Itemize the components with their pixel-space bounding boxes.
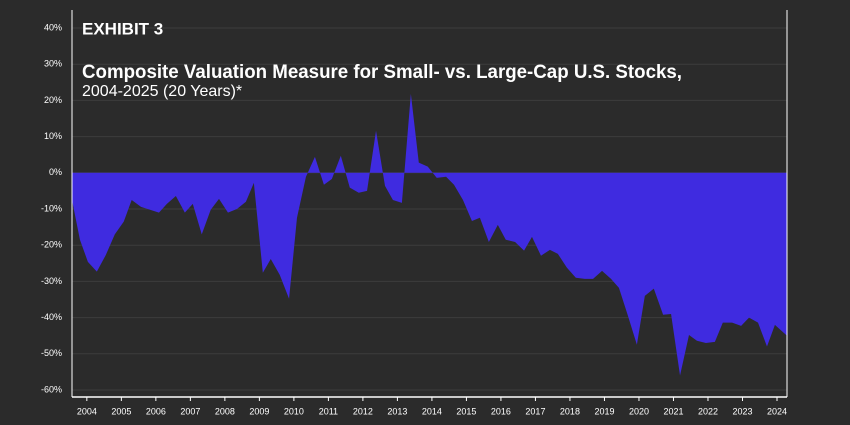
y-tick-label: 30% [44,59,62,69]
y-tick-label: 10% [44,131,62,141]
y-tick-label: 0% [49,167,62,177]
y-tick-label: 40% [44,22,62,32]
x-tick-label: 2022 [698,406,718,416]
x-tick-label: 2011 [319,406,338,416]
x-tick-label: 2021 [663,406,683,416]
x-tick-label: 2013 [387,406,407,416]
x-tick-label: 2024 [767,406,787,416]
x-tick-label: 2015 [456,406,476,416]
x-tick-label: 2016 [491,406,511,416]
x-tick-label: 2017 [525,406,545,416]
x-tick-label: 2010 [284,406,304,416]
x-tick-label: 2023 [732,406,752,416]
y-tick-label: -40% [41,312,62,322]
x-tick-label: 2019 [594,406,614,416]
y-tick-label: -30% [41,276,62,286]
x-tick-label: 2006 [146,406,166,416]
y-tick-label: -60% [41,384,62,394]
x-tick-label: 2020 [629,406,649,416]
x-tick-label: 2009 [249,406,269,416]
x-tick-label: 2007 [180,406,200,416]
y-tick-label: -10% [41,203,62,213]
y-tick-label: -20% [41,240,62,250]
plot-area: -60% -50% -40% -30% -20% -10% 0% 10% 20% 30% 40% 20… [41,10,788,416]
exhibit-label: EXHIBIT 3 [82,19,163,38]
chart-title: Composite Valuation Measure for Small- v… [82,62,682,83]
y-tick-label: -50% [41,348,62,358]
x-tick-label: 2005 [111,406,131,416]
chart-subtitle: 2004-2025 (20 Years)* [82,83,242,100]
x-tick-label: 2012 [353,406,373,416]
y-tick-label: 20% [44,95,62,105]
x-tick-label: 2004 [77,406,97,416]
x-tick-label: 2018 [560,406,580,416]
area [72,93,787,376]
x-tick-label: 2008 [215,406,235,416]
x-tick-label: 2014 [422,406,442,416]
